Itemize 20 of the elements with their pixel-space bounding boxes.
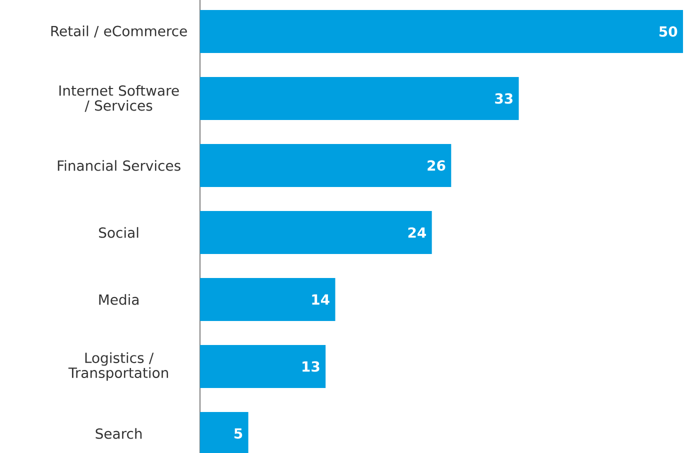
bar <box>200 77 519 120</box>
data-label: 5 <box>234 428 242 439</box>
data-label: 14 <box>312 294 330 305</box>
data-label: 50 <box>659 26 678 37</box>
y-tick-label: Retail / eCommerce <box>51 26 187 38</box>
y-tick-label: Social <box>99 227 138 238</box>
bar <box>200 278 336 322</box>
y-tick-label: Internet Software / Services <box>59 85 179 112</box>
data-label: 33 <box>495 93 512 104</box>
bar <box>200 10 684 53</box>
bar <box>200 211 432 254</box>
bar <box>200 345 326 388</box>
y-tick-label: Logistics / Transportation <box>68 352 168 381</box>
data-label: 26 <box>428 160 446 171</box>
data-label: 13 <box>302 361 320 372</box>
data-label: 24 <box>408 227 426 238</box>
y-tick-label: Search <box>96 428 142 439</box>
y-tick-label: Financial Services <box>58 160 180 171</box>
y-tick-label: Media <box>99 294 138 305</box>
bar <box>200 144 452 187</box>
